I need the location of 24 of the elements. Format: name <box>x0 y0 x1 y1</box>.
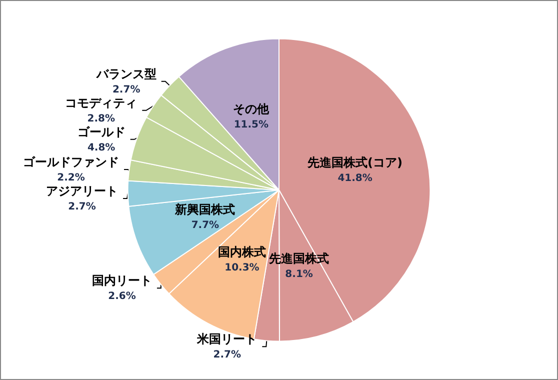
slice-label: 米国リート <box>196 332 258 346</box>
data-label: 11.5% <box>234 119 269 130</box>
slice-label: 国内リート <box>92 274 152 288</box>
slice-label: 新興国株式 <box>174 202 236 216</box>
data-label: 2.7% <box>112 84 140 96</box>
data-label: 10.3% <box>224 262 260 274</box>
slice-label: アジアリート <box>46 184 118 198</box>
data-label: 2.7% <box>213 350 242 361</box>
slice-label: ゴールドファンド <box>23 155 120 170</box>
slice-label: 先進国株式 <box>268 252 330 266</box>
data-label: 8.1% <box>285 269 313 280</box>
data-label: 7.7% <box>191 220 220 231</box>
data-label: 2.7% <box>68 202 96 213</box>
slice-label: 国内株式 <box>218 244 266 259</box>
data-label: 4.8% <box>87 142 116 154</box>
slice-label: その他 <box>233 102 270 116</box>
data-label: 41.8% <box>338 173 372 184</box>
data-label: 2.6% <box>108 291 136 302</box>
slice-label: 先進国株式(コア) <box>306 156 403 170</box>
slice-label: ゴールド <box>77 124 126 139</box>
slice-label: バランス型 <box>95 66 156 81</box>
data-label: 2.2% <box>57 172 85 184</box>
slice-label: コモディティ <box>65 96 138 110</box>
data-label: 2.8% <box>87 113 116 124</box>
